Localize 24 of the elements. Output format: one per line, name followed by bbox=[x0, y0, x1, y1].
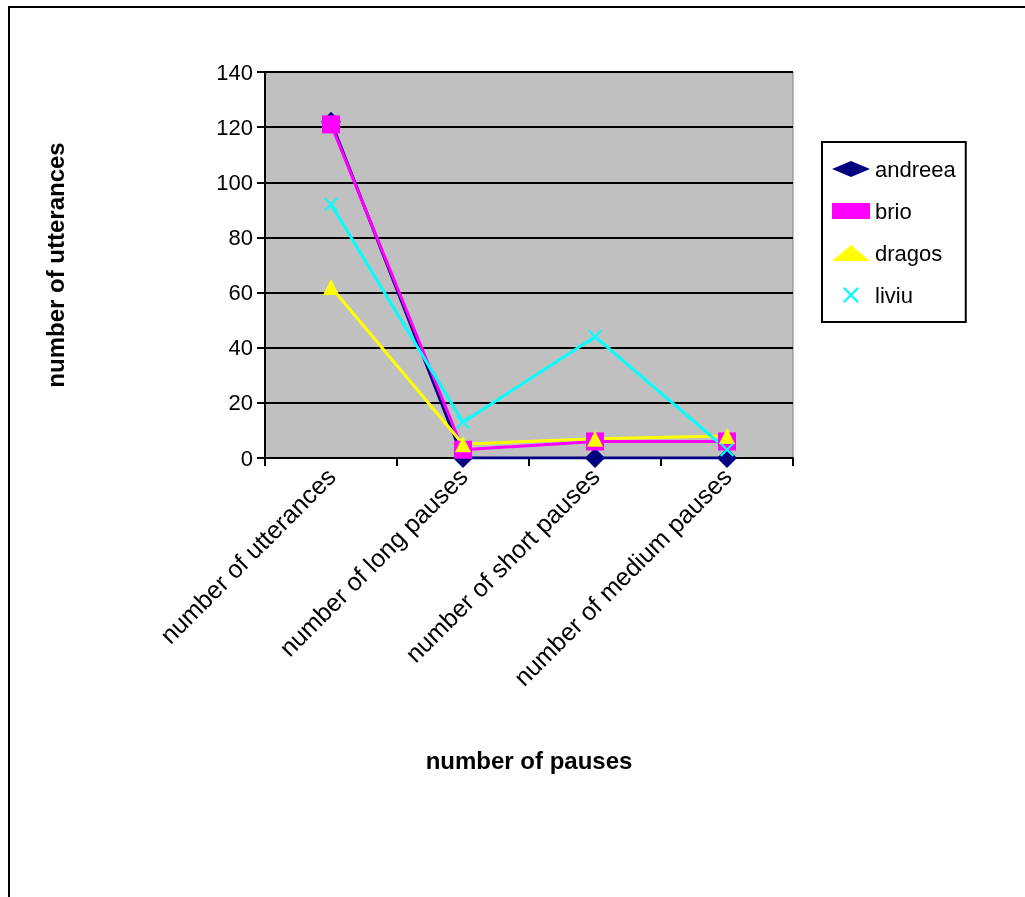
point bbox=[323, 279, 339, 296]
point bbox=[455, 436, 471, 453]
y-tick-label: 80 bbox=[228, 224, 253, 250]
legend-label: andreea bbox=[875, 156, 957, 182]
y-tick-label: 120 bbox=[216, 114, 253, 140]
point bbox=[456, 415, 470, 430]
y-tick-label: 100 bbox=[216, 169, 253, 195]
point bbox=[322, 115, 340, 134]
point bbox=[720, 442, 734, 457]
legend-label: dragos bbox=[875, 240, 943, 266]
point bbox=[324, 197, 338, 212]
point bbox=[585, 448, 605, 468]
y-tick-label: 0 bbox=[240, 445, 253, 471]
legend-label: liviu bbox=[875, 282, 913, 308]
y-axis-title: number of utterances bbox=[41, 142, 69, 388]
y-tick-label: 20 bbox=[228, 390, 253, 416]
point bbox=[588, 329, 602, 344]
x-axis-title: number of pauses bbox=[425, 746, 633, 774]
y-tick-label: 40 bbox=[228, 335, 253, 361]
point bbox=[587, 430, 603, 447]
point bbox=[719, 427, 735, 444]
y-tick-label: 60 bbox=[228, 280, 253, 306]
y-tick-label: 140 bbox=[216, 59, 253, 85]
legend-label: brio bbox=[875, 198, 912, 224]
